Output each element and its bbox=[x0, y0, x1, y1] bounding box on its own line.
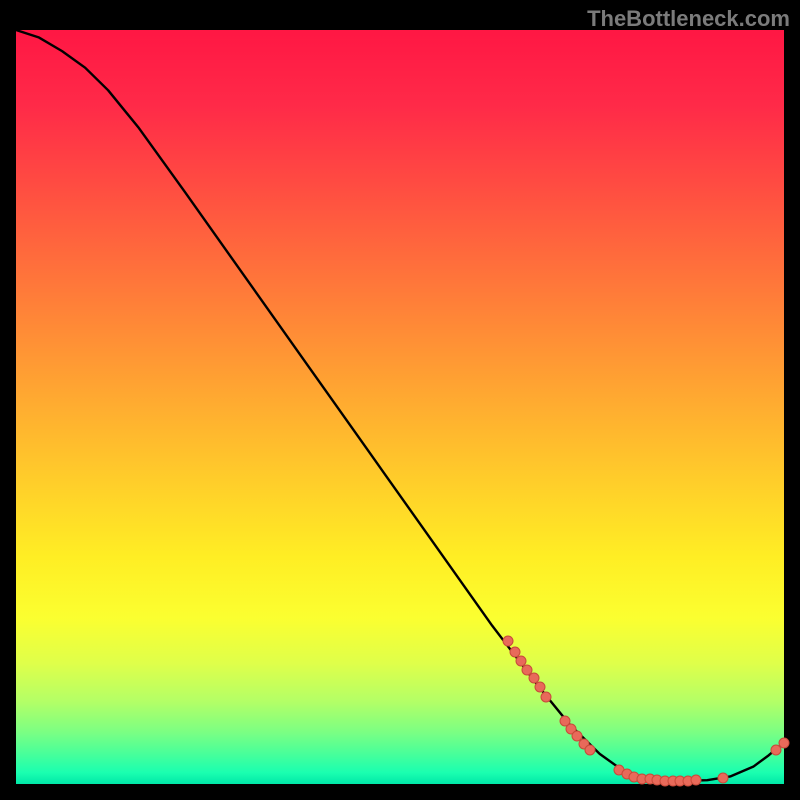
plot-area bbox=[16, 30, 784, 784]
data-point-marker bbox=[584, 745, 595, 756]
data-point-marker bbox=[690, 775, 701, 786]
data-point-marker bbox=[540, 691, 551, 702]
data-point-marker bbox=[717, 772, 728, 783]
watermark-text: TheBottleneck.com bbox=[587, 6, 790, 32]
data-point-marker bbox=[502, 635, 513, 646]
chart-container: TheBottleneck.com bbox=[0, 0, 800, 800]
marker-layer bbox=[16, 30, 784, 784]
data-point-marker bbox=[779, 737, 790, 748]
